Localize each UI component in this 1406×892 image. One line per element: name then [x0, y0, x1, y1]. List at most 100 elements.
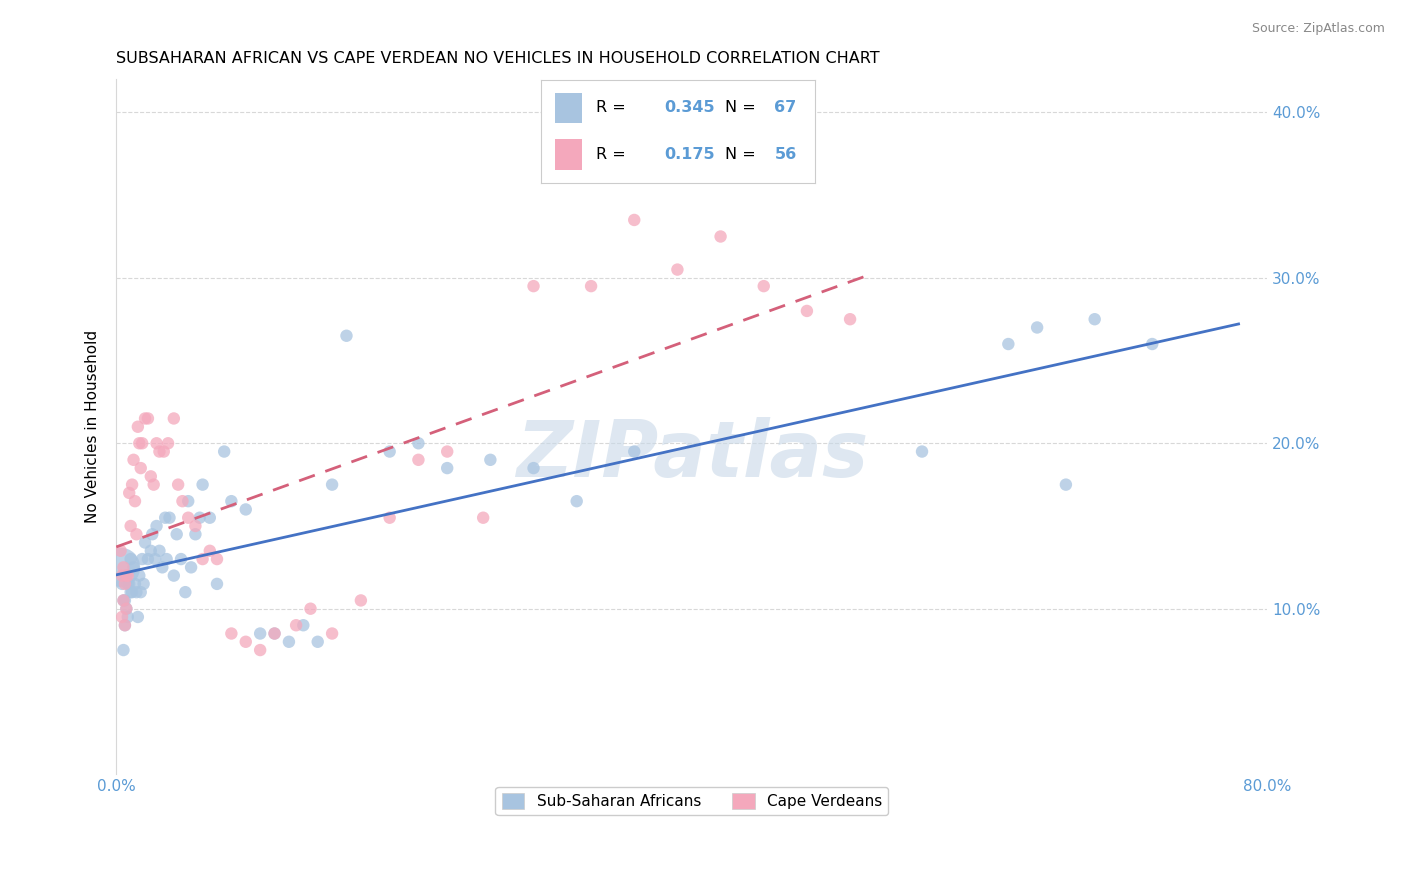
- Point: [997, 337, 1019, 351]
- Point: [321, 626, 343, 640]
- Point: [170, 552, 193, 566]
- Point: [157, 436, 180, 450]
- Point: [129, 585, 152, 599]
- Point: [177, 494, 200, 508]
- Point: [111, 610, 134, 624]
- Point: [436, 461, 458, 475]
- Point: [235, 634, 257, 648]
- Point: [163, 411, 186, 425]
- Text: R =: R =: [596, 101, 631, 115]
- Point: [235, 502, 257, 516]
- Point: [565, 494, 588, 508]
- Point: [118, 577, 141, 591]
- Point: [1026, 320, 1049, 334]
- Point: [121, 477, 143, 491]
- Point: [128, 568, 150, 582]
- Point: [132, 577, 155, 591]
- Text: 56: 56: [775, 146, 797, 161]
- Point: [1084, 312, 1107, 326]
- Point: [148, 444, 170, 458]
- Point: [131, 552, 153, 566]
- Text: R =: R =: [596, 146, 631, 161]
- Point: [139, 469, 162, 483]
- Point: [307, 634, 329, 648]
- Point: [911, 444, 934, 458]
- Point: [153, 510, 176, 524]
- Point: [174, 585, 197, 599]
- Point: [142, 477, 165, 491]
- Point: [152, 444, 174, 458]
- Point: [184, 527, 207, 541]
- Point: [112, 643, 135, 657]
- Point: [184, 519, 207, 533]
- Legend: Sub-Saharan Africans, Cape Verdeans: Sub-Saharan Africans, Cape Verdeans: [495, 787, 889, 815]
- Point: [212, 444, 235, 458]
- Point: [623, 444, 645, 458]
- Point: [115, 568, 138, 582]
- Point: [292, 618, 315, 632]
- Point: [522, 461, 544, 475]
- Point: [335, 328, 357, 343]
- Point: [285, 618, 308, 632]
- Text: N =: N =: [725, 146, 761, 161]
- Point: [167, 477, 190, 491]
- Point: [134, 535, 156, 549]
- Bar: [555, 93, 582, 123]
- Point: [114, 577, 136, 591]
- Text: 0.175: 0.175: [665, 146, 716, 161]
- Point: [191, 477, 214, 491]
- Point: [115, 568, 138, 582]
- Point: [110, 543, 132, 558]
- Point: [111, 577, 134, 591]
- Text: 67: 67: [775, 101, 797, 115]
- Point: [145, 436, 167, 450]
- Point: [198, 543, 221, 558]
- Point: [378, 444, 401, 458]
- Point: [221, 494, 243, 508]
- Point: [159, 510, 181, 524]
- Point: [177, 510, 200, 524]
- Bar: [555, 139, 582, 169]
- Point: [129, 461, 152, 475]
- Point: [114, 618, 136, 632]
- Point: [118, 486, 141, 500]
- Point: [180, 560, 202, 574]
- Text: N =: N =: [725, 101, 761, 115]
- Point: [120, 552, 142, 566]
- Point: [136, 552, 159, 566]
- Point: [128, 436, 150, 450]
- Point: [710, 229, 733, 244]
- Point: [321, 477, 343, 491]
- Point: [839, 312, 862, 326]
- Point: [1054, 477, 1077, 491]
- Point: [115, 601, 138, 615]
- Point: [145, 519, 167, 533]
- Point: [666, 262, 689, 277]
- Point: [205, 577, 228, 591]
- Point: [112, 593, 135, 607]
- Point: [111, 568, 134, 582]
- Point: [408, 436, 430, 450]
- Point: [378, 510, 401, 524]
- Point: [172, 494, 194, 508]
- Point: [110, 560, 132, 574]
- Point: [122, 560, 145, 574]
- Point: [277, 634, 299, 648]
- Text: ZIPatlas: ZIPatlas: [516, 417, 868, 492]
- Point: [150, 560, 173, 574]
- Point: [752, 279, 775, 293]
- Point: [120, 585, 142, 599]
- Point: [522, 279, 544, 293]
- Point: [408, 452, 430, 467]
- Point: [579, 279, 602, 293]
- Point: [117, 610, 139, 624]
- Point: [221, 626, 243, 640]
- Point: [112, 593, 135, 607]
- Point: [115, 601, 138, 615]
- Point: [191, 552, 214, 566]
- Point: [124, 494, 146, 508]
- Point: [127, 419, 149, 434]
- Point: [350, 593, 373, 607]
- Point: [263, 626, 285, 640]
- Point: [124, 577, 146, 591]
